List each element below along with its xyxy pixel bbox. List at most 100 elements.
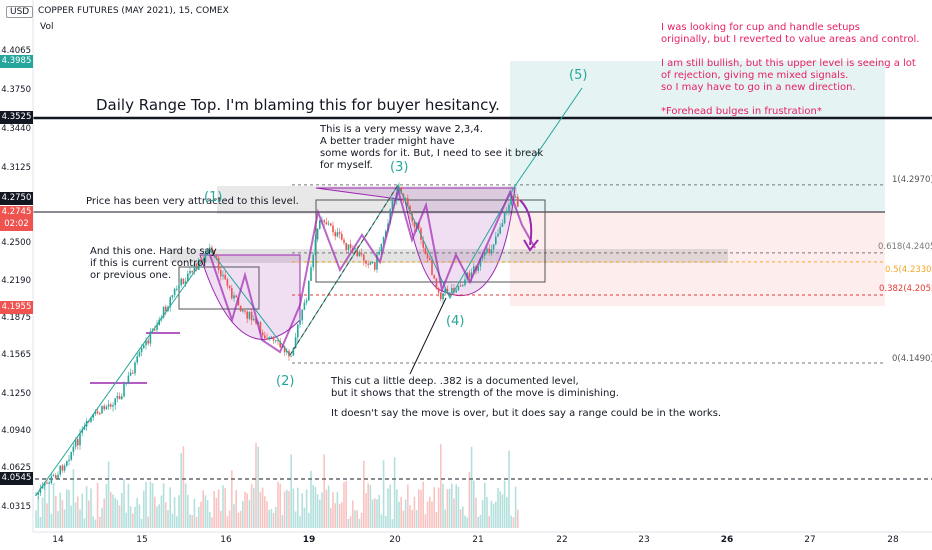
y-tick: 4.3440: [1, 124, 31, 134]
volume-bar: [411, 509, 413, 528]
symbol-title: COPPER FUTURES (MAY 2021), 15, COMEX: [38, 6, 229, 16]
candle-body: [380, 243, 383, 252]
candle-body: [154, 329, 156, 331]
candle-body: [343, 239, 345, 243]
volume-bar: [264, 496, 266, 528]
frustration-note: I was looking for cup and handle setups …: [661, 22, 920, 117]
volume-bar: [48, 480, 50, 528]
volume-bar: [63, 509, 66, 528]
volume-bar: [189, 514, 191, 528]
volume-bar: [39, 516, 42, 528]
target-price-badge: 4.3985: [0, 55, 33, 68]
y-tick: 4.3750: [1, 85, 31, 95]
candle-body: [314, 239, 317, 255]
x-tick: 23: [638, 535, 650, 545]
volume-label: Vol: [40, 22, 54, 32]
volume-bar: [424, 514, 427, 528]
candle-body: [178, 285, 180, 289]
candle-body: [266, 338, 268, 340]
volume-bar: [497, 487, 499, 528]
candle-body: [143, 345, 145, 349]
candle-body: [127, 375, 130, 383]
volume-bar: [404, 499, 407, 528]
volume-bar: [479, 514, 482, 528]
candle-body: [48, 482, 50, 484]
volume-bar: [338, 503, 341, 528]
y-tick: 4.1565: [1, 350, 31, 360]
volume-bar: [475, 497, 477, 528]
volume-bar: [512, 517, 515, 528]
candle-body: [369, 262, 372, 265]
volume-bar: [440, 444, 442, 528]
volume-bar: [162, 483, 165, 528]
price-zigzag: [209, 186, 536, 354]
volume-bar: [308, 512, 310, 528]
currency-badge[interactable]: USD: [6, 6, 34, 18]
volume-bar: [244, 491, 246, 528]
candle-body: [46, 482, 48, 484]
volume-bar: [200, 501, 202, 528]
candle-body: [171, 295, 174, 298]
y-tick: 4.4065: [1, 46, 31, 56]
candle-body: [59, 465, 61, 475]
volume-bar: [169, 487, 171, 528]
volume-bar: [325, 489, 328, 528]
candle-body: [217, 258, 220, 271]
candle-body: [303, 302, 306, 310]
volume-bar: [517, 509, 519, 528]
volume-bar: [510, 515, 512, 528]
volume-bar: [297, 487, 299, 528]
volume-bar: [323, 454, 325, 528]
candle-body: [138, 352, 141, 357]
volume-bar: [266, 501, 268, 528]
volume-bar: [360, 512, 363, 528]
candle-body: [136, 356, 138, 363]
y-tick: 4.1250: [1, 389, 31, 399]
volume-bar: [72, 469, 75, 528]
candle-body: [347, 244, 350, 250]
wave-label-1: (1): [204, 190, 223, 205]
volume-bar: [371, 499, 374, 528]
x-tick: 26: [720, 535, 734, 545]
fib-label-0618: 0.618(4.2405): [878, 242, 932, 252]
volume-bar: [288, 490, 290, 528]
candle-body: [83, 426, 86, 430]
volume-bar: [74, 502, 77, 528]
volume-bar: [490, 500, 493, 528]
candle-body: [270, 336, 273, 338]
volume-bar: [446, 489, 449, 528]
candle-body: [512, 196, 515, 198]
candle-body: [506, 210, 508, 213]
volume-bar: [310, 470, 312, 528]
volume-bar: [114, 497, 116, 528]
volume-bar: [132, 513, 134, 528]
candle-body: [407, 197, 409, 206]
volume-bar: [184, 483, 187, 528]
candle-body: [99, 413, 101, 415]
volume-bar: [442, 483, 444, 528]
candle-body: [268, 337, 270, 340]
volume-bar: [127, 483, 130, 528]
candle-body: [239, 305, 242, 312]
volume-bar: [503, 480, 506, 528]
candle-body: [312, 254, 314, 268]
candle-body: [96, 411, 99, 414]
volume-bar: [180, 453, 182, 528]
candle-body: [72, 446, 75, 452]
volume-bar: [286, 489, 288, 528]
fib-label-0: 0(4.1490): [892, 354, 932, 364]
candle-body: [105, 406, 108, 410]
volume-bar: [83, 518, 86, 528]
candle-body: [272, 336, 275, 341]
candle-body: [184, 281, 187, 285]
volume-bar: [94, 519, 97, 528]
candle-body: [429, 258, 431, 261]
current-price-badge: 4.2745: [0, 206, 33, 219]
candle-body: [220, 270, 222, 277]
volume-bar: [466, 517, 468, 528]
volume-bar: [277, 481, 279, 528]
candle-body: [77, 439, 79, 446]
candle-body: [244, 310, 246, 312]
